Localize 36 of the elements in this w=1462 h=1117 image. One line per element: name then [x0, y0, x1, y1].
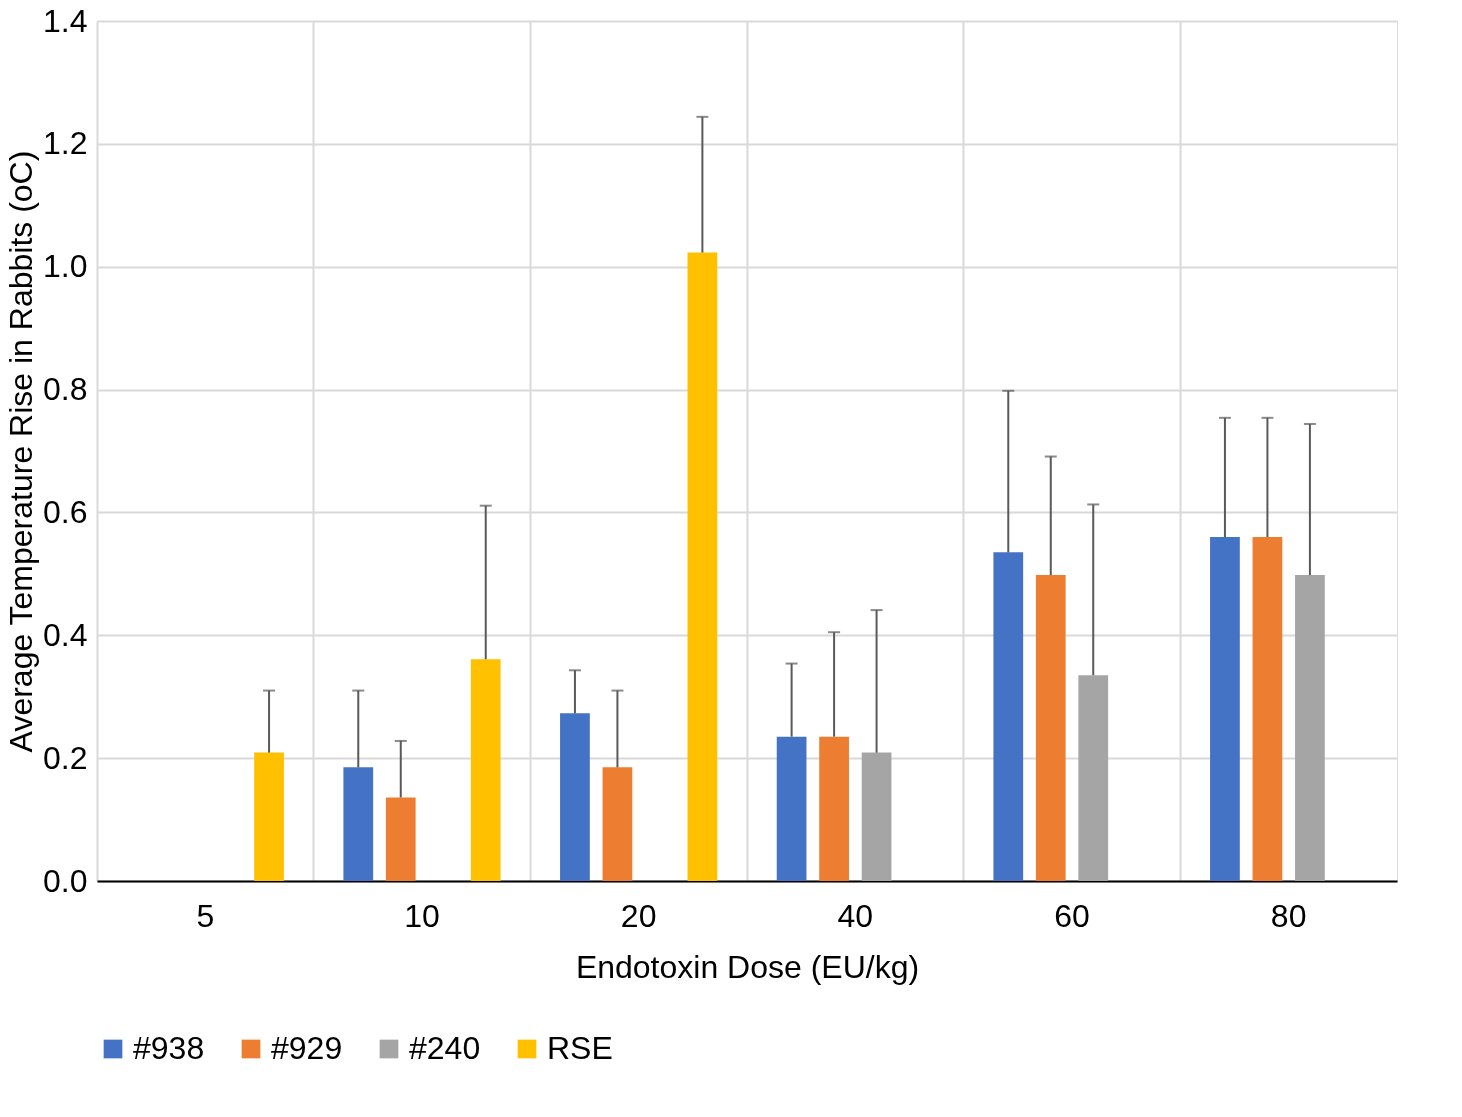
y-tick-label: 1.0	[43, 248, 88, 285]
y-tick-label: 1.4	[43, 2, 88, 39]
bar	[254, 752, 284, 881]
bar	[1295, 575, 1325, 881]
y-tick-label: 0.0	[43, 862, 88, 899]
x-tick-label: 60	[1054, 897, 1090, 934]
y-tick-label: 1.2	[43, 125, 88, 162]
bar	[385, 797, 416, 881]
bar	[1210, 537, 1240, 881]
y-tick-label: 0.4	[43, 616, 88, 653]
x-tick-label: 20	[620, 897, 657, 934]
bar	[343, 767, 374, 881]
bar	[861, 752, 892, 881]
legend-label: #240	[409, 1030, 481, 1066]
bar	[1078, 675, 1109, 881]
legend-label: #938	[133, 1030, 205, 1066]
bar	[1035, 575, 1066, 881]
x-tick-label: 5	[196, 897, 215, 934]
bar	[776, 736, 807, 881]
x-axis-title: Endotoxin Dose (EU/kg)	[575, 948, 920, 985]
legend-label: #929	[271, 1030, 343, 1066]
y-tick-label: 0.6	[43, 493, 88, 530]
bar	[687, 252, 718, 881]
x-tick-label: 40	[837, 897, 874, 934]
y-tick-label: 0.8	[43, 371, 88, 408]
bar	[819, 736, 849, 881]
bar	[993, 552, 1024, 881]
y-tick-label: 0.2	[43, 739, 88, 776]
bar	[560, 713, 590, 881]
x-tick-label: 80	[1270, 897, 1307, 934]
bar	[470, 659, 501, 881]
bar	[602, 767, 633, 881]
legend-label: RSE	[547, 1030, 613, 1066]
x-tick-label: 10	[404, 897, 440, 934]
y-axis-title: Average Temperature Rise in Rabbits (oC)	[3, 150, 40, 753]
bar	[1252, 537, 1283, 881]
